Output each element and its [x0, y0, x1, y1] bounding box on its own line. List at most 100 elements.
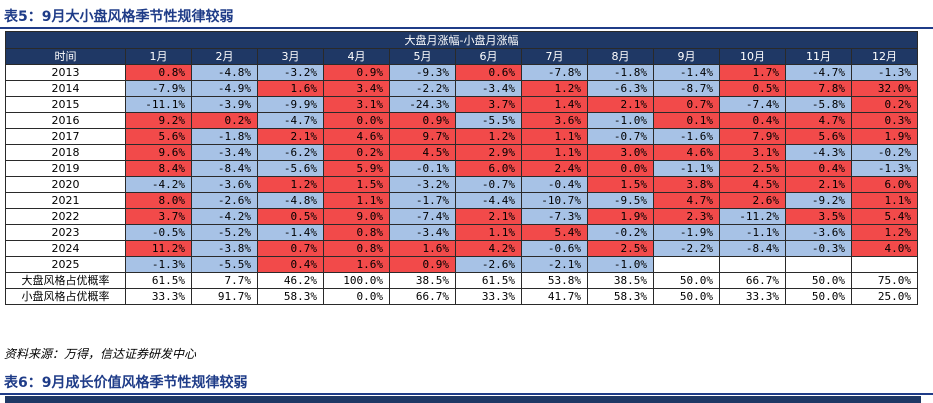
value-cell: 1.1%: [521, 128, 588, 145]
value-cell: 1.1%: [323, 192, 390, 209]
value-cell: -0.1%: [389, 160, 456, 177]
summary-row: 小盘风格占优概率 33.3% 91.7% 58.3% 0.0% 66.7% 33.3% 41.…: [5, 288, 918, 305]
value-cell: -1.3%: [851, 160, 918, 177]
value-cell: 58.3%: [257, 288, 324, 305]
seasonality-table: 大盘月涨幅-小盘月涨幅 时间 1月 2月 3月 4月 5月 6月 7月 8月 9月 10月 11月 1…: [5, 31, 918, 305]
value-cell: 33.3%: [719, 288, 786, 305]
summary-row-label: 小盘风格占优概率: [5, 288, 126, 305]
value-cell: 0.3%: [851, 112, 918, 129]
value-cell: -3.6%: [191, 176, 258, 193]
value-cell: -2.1%: [521, 256, 588, 273]
value-cell: -4.3%: [785, 144, 852, 161]
value-cell: 4.2%: [455, 240, 522, 257]
value-cell: -1.0%: [587, 112, 654, 129]
value-cell: 0.5%: [257, 208, 324, 225]
value-cell: 0.5%: [719, 80, 786, 97]
value-cell: 4.5%: [389, 144, 456, 161]
value-cell: 1.1%: [521, 144, 588, 161]
month-header: 2月: [191, 48, 258, 65]
value-cell: -2.6%: [191, 192, 258, 209]
value-cell: -3.4%: [389, 224, 456, 241]
value-cell: 2.1%: [257, 128, 324, 145]
table-6-header-band: [5, 396, 921, 403]
value-cell: 8.0%: [125, 192, 192, 209]
value-cell: -5.8%: [785, 96, 852, 113]
value-cell: 1.2%: [257, 176, 324, 193]
value-cell: -2.2%: [653, 240, 720, 257]
year-row: 2023 -0.5% -5.2% -1.4% 0.8% -3.4% 1.1% 5.4% -0.2…: [5, 224, 918, 241]
value-cell: 0.9%: [389, 112, 456, 129]
value-cell: 7.8%: [785, 80, 852, 97]
value-cell: 1.9%: [851, 128, 918, 145]
value-cell: 9.0%: [323, 208, 390, 225]
value-cell: -11.2%: [719, 208, 786, 225]
value-cell: 3.4%: [323, 80, 390, 97]
month-header: 6月: [455, 48, 522, 65]
month-header: 7月: [521, 48, 588, 65]
value-cell: -4.9%: [191, 80, 258, 97]
value-cell: 0.8%: [323, 224, 390, 241]
year-row-label: 2022: [5, 208, 126, 225]
value-cell: 0.1%: [653, 112, 720, 129]
month-header: 11月: [785, 48, 852, 65]
value-cell: 3.8%: [653, 176, 720, 193]
value-cell: 1.1%: [851, 192, 918, 209]
value-cell: 46.2%: [257, 272, 324, 289]
value-cell: -4.2%: [125, 176, 192, 193]
value-cell: [653, 256, 720, 273]
value-cell: -3.8%: [191, 240, 258, 257]
value-cell: -1.1%: [719, 224, 786, 241]
value-cell: 0.4%: [257, 256, 324, 273]
value-cell: -5.5%: [455, 112, 522, 129]
value-cell: -2.2%: [389, 80, 456, 97]
value-cell: 50.0%: [653, 288, 720, 305]
value-cell: -7.4%: [389, 208, 456, 225]
value-cell: -0.4%: [521, 176, 588, 193]
value-cell: 66.7%: [719, 272, 786, 289]
source-note: 资料来源：万得，信达证券研发中心: [4, 347, 197, 361]
value-cell: 4.6%: [323, 128, 390, 145]
value-cell: 66.7%: [389, 288, 456, 305]
value-cell: -3.4%: [455, 80, 522, 97]
value-cell: 7.9%: [719, 128, 786, 145]
value-cell: -7.3%: [521, 208, 588, 225]
value-cell: -1.9%: [653, 224, 720, 241]
value-cell: 0.7%: [653, 96, 720, 113]
value-cell: 0.0%: [323, 112, 390, 129]
value-cell: -5.6%: [257, 160, 324, 177]
year-row: 2024 11.2% -3.8% 0.7% 0.8% 1.6% 4.2% -0.6% 2.5% -…: [5, 240, 918, 257]
summary-row-label: 大盘风格占优概率: [5, 272, 126, 289]
value-cell: 9.7%: [389, 128, 456, 145]
year-row: 2013 0.8% -4.8% -3.2% 0.9% -9.3% 0.6% -7.8% -1.8…: [5, 64, 918, 81]
value-cell: -9.5%: [587, 192, 654, 209]
value-cell: 5.6%: [785, 128, 852, 145]
value-cell: -1.0%: [587, 256, 654, 273]
value-cell: 2.1%: [455, 208, 522, 225]
value-cell: 5.4%: [521, 224, 588, 241]
value-cell: 9.6%: [125, 144, 192, 161]
value-cell: -8.7%: [653, 80, 720, 97]
value-cell: 33.3%: [125, 288, 192, 305]
value-cell: 1.5%: [587, 176, 654, 193]
year-row: 2022 3.7% -4.2% 0.5% 9.0% -7.4% 2.1% -7.3% 1.9% 2…: [5, 208, 918, 225]
summary-row: 大盘风格占优概率 61.5% 7.7% 46.2% 100.0% 38.5% 61.5% 53…: [5, 272, 918, 289]
value-cell: [719, 256, 786, 273]
value-cell: 4.7%: [653, 192, 720, 209]
month-header: 1月: [125, 48, 192, 65]
value-cell: -3.4%: [191, 144, 258, 161]
value-cell: 6.0%: [455, 160, 522, 177]
value-cell: 61.5%: [455, 272, 522, 289]
corner-header: 时间: [5, 48, 126, 65]
value-cell: -4.8%: [257, 192, 324, 209]
month-header: 12月: [851, 48, 918, 65]
value-cell: 25.0%: [851, 288, 918, 305]
year-row-label: 2014: [5, 80, 126, 97]
value-cell: [851, 256, 918, 273]
value-cell: 100.0%: [323, 272, 390, 289]
value-cell: 91.7%: [191, 288, 258, 305]
value-cell: -3.9%: [191, 96, 258, 113]
value-cell: 75.0%: [851, 272, 918, 289]
value-cell: 1.2%: [521, 80, 588, 97]
year-row: 2016 9.2% 0.2% -4.7% 0.0% 0.9% -5.5% 3.6% -1.0% 0…: [5, 112, 918, 129]
value-cell: -0.2%: [851, 144, 918, 161]
